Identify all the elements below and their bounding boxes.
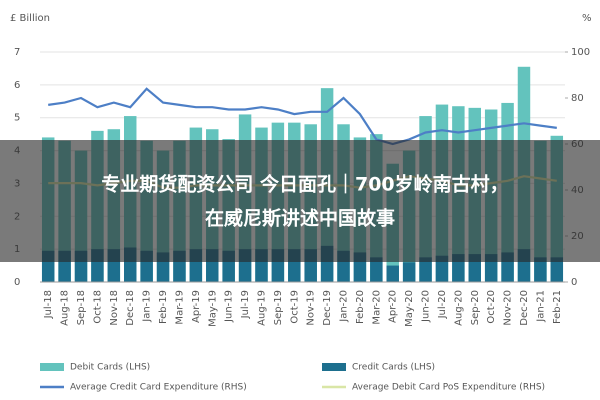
bar [419, 257, 432, 282]
x-tick-label: Dec-18 [125, 290, 136, 326]
x-tick-label: Jul-18 [43, 290, 54, 319]
bar [370, 257, 383, 282]
x-tick-label: Jul-20 [437, 290, 448, 319]
x-tick-label: Apr-19 [191, 290, 202, 323]
legend-swatch [40, 363, 64, 371]
x-tick-label: Oct-20 [486, 290, 497, 324]
y2-tick-label: 0 [571, 277, 577, 288]
legend-swatch [322, 363, 346, 371]
x-tick-label: Jul-19 [240, 290, 251, 319]
y2-tick-label: 100 [571, 47, 590, 58]
x-tick-label: Aug-19 [256, 290, 267, 326]
x-tick-label: May-20 [404, 290, 415, 327]
x-tick-label: Nov-18 [109, 290, 120, 326]
legend-label: Credit Cards (LHS) [352, 363, 435, 373]
y2-axis-label: % [582, 13, 592, 24]
legend-label: Average Credit Card Expenditure (RHS) [70, 383, 247, 393]
x-tick-label: Feb-20 [355, 290, 366, 324]
x-tick-label: Mar-19 [174, 290, 185, 325]
x-tick-label: Oct-19 [289, 290, 300, 324]
overlay-banner [0, 140, 600, 262]
bar [435, 255, 449, 282]
x-tick-label: Jan-20 [339, 290, 350, 323]
bar [402, 262, 416, 282]
y-tick-label: 7 [14, 47, 20, 58]
x-tick-label: Sep-20 [470, 290, 481, 325]
bar [550, 257, 564, 282]
legend-label: Average Debit Card PoS Expenditure (RHS) [352, 383, 545, 393]
y-tick-label: 5 [14, 113, 20, 124]
x-tick-label: Jan-19 [142, 290, 153, 323]
overlay-text: 专业期货配资公司 今日面孔｜700岁岭南古村， [101, 173, 508, 196]
x-tick-label: Oct-18 [92, 290, 103, 324]
overlay-text: 在威尼斯讲述中国故事 [205, 207, 395, 230]
bar [534, 257, 547, 282]
x-tick-label: Sep-18 [76, 290, 87, 325]
x-tick-label: Feb-21 [552, 290, 563, 324]
x-tick-label: Apr-20 [388, 290, 399, 323]
x-tick-label: Dec-19 [322, 290, 333, 326]
x-tick-label: May-19 [207, 290, 218, 327]
x-tick-label: Jun-19 [224, 290, 235, 323]
bar [386, 265, 399, 282]
y2-tick-label: 80 [571, 93, 584, 104]
legend-label: Debit Cards (LHS) [70, 363, 150, 373]
y-axis-label: £ Billion [10, 13, 50, 24]
x-tick-label: Nov-19 [306, 290, 317, 326]
x-tick-label: Aug-18 [60, 290, 71, 326]
x-tick-label: Aug-20 [453, 290, 464, 326]
x-tick-label: Mar-20 [371, 290, 382, 325]
x-tick-label: Feb-19 [158, 290, 169, 324]
line [48, 87, 557, 146]
y-tick-label: 6 [14, 80, 20, 91]
x-tick-label: Nov-20 [503, 290, 514, 326]
x-tick-label: Dec-20 [519, 290, 530, 326]
x-tick-label: Sep-19 [273, 290, 284, 325]
y-tick-label: 0 [14, 277, 20, 288]
x-tick-label: Jan-21 [535, 290, 546, 323]
x-tick-label: Jun-20 [421, 290, 432, 323]
